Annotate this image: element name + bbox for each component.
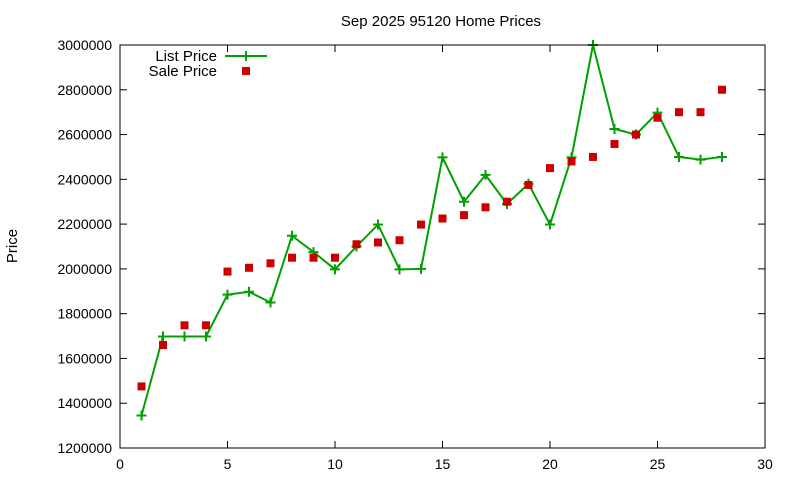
data-point-square bbox=[718, 85, 726, 94]
legend-label: List Price bbox=[155, 48, 217, 65]
data-point-plus bbox=[244, 286, 254, 297]
data-point-square bbox=[288, 253, 296, 262]
y-tick-label: 1800000 bbox=[57, 306, 112, 322]
data-point-square bbox=[546, 164, 554, 173]
legend-plus-swatch bbox=[241, 51, 251, 61]
x-tick-label: 20 bbox=[542, 456, 558, 472]
data-point-square bbox=[180, 321, 189, 330]
data-point-square bbox=[610, 139, 619, 148]
data-point-plus bbox=[609, 123, 620, 134]
data-point-plus bbox=[287, 230, 297, 241]
data-point-plus bbox=[480, 169, 491, 180]
data-point-plus bbox=[394, 264, 405, 275]
data-point-plus bbox=[158, 331, 168, 342]
data-point-square bbox=[374, 238, 382, 247]
chart-title: Sep 2025 95120 Home Prices bbox=[341, 13, 541, 30]
data-point-plus bbox=[330, 264, 340, 275]
data-point-square bbox=[503, 197, 511, 206]
y-axis-label: Price bbox=[4, 229, 21, 263]
data-point-square bbox=[675, 108, 683, 117]
x-tick-label: 30 bbox=[757, 456, 773, 472]
data-point-square bbox=[481, 203, 490, 212]
series-list-price bbox=[136, 40, 727, 421]
y-tick-label: 2600000 bbox=[57, 127, 112, 143]
data-point-plus bbox=[717, 151, 727, 162]
data-point-square bbox=[460, 211, 468, 220]
x-tick-label: 15 bbox=[435, 456, 451, 472]
y-tick-label: 2800000 bbox=[57, 82, 112, 98]
y-tick-label: 2000000 bbox=[57, 261, 112, 277]
data-point-plus bbox=[222, 289, 233, 300]
data-point-square bbox=[524, 180, 533, 189]
y-tick-label: 1600000 bbox=[57, 350, 112, 366]
x-tick-label: 10 bbox=[327, 456, 343, 472]
data-point-square bbox=[696, 108, 705, 117]
data-point-plus bbox=[373, 219, 383, 230]
data-point-square bbox=[245, 263, 253, 272]
y-tick-label: 1200000 bbox=[57, 440, 112, 456]
data-point-square bbox=[159, 341, 167, 350]
data-point-square bbox=[438, 214, 447, 223]
x-tick-label: 5 bbox=[224, 456, 232, 472]
data-point-square bbox=[137, 382, 146, 391]
data-point-square bbox=[653, 113, 662, 122]
data-point-square bbox=[632, 130, 640, 139]
data-point-plus bbox=[695, 154, 706, 165]
data-point-plus bbox=[674, 151, 684, 162]
data-point-plus bbox=[136, 410, 147, 421]
y-tick-label: 3000000 bbox=[57, 37, 112, 53]
axis-ticks: 1200000 1400000 1600000 1800000 2000000 22000… bbox=[57, 37, 773, 472]
data-point-square bbox=[395, 236, 404, 245]
data-point-plus bbox=[545, 219, 555, 230]
data-point-plus bbox=[201, 331, 211, 342]
series-sale-price bbox=[137, 85, 726, 391]
data-point-square bbox=[202, 321, 210, 330]
x-tick-label: 25 bbox=[650, 456, 666, 472]
data-point-plus bbox=[265, 297, 276, 308]
data-point-square bbox=[417, 220, 425, 229]
data-point-square bbox=[352, 240, 361, 249]
data-point-square bbox=[266, 259, 275, 268]
data-point-square bbox=[567, 157, 576, 166]
x-tick-label: 0 bbox=[116, 456, 124, 472]
data-point-square bbox=[331, 253, 339, 262]
y-tick-label: 1400000 bbox=[57, 395, 112, 411]
data-point-square bbox=[223, 267, 232, 276]
legend-label: Sale Price bbox=[149, 63, 217, 80]
y-tick-label: 2200000 bbox=[57, 216, 112, 232]
data-point-square bbox=[589, 152, 597, 161]
data-point-plus bbox=[437, 152, 448, 163]
legend-square-swatch bbox=[242, 67, 250, 75]
data-point-plus bbox=[179, 331, 190, 342]
y-tick-label: 2400000 bbox=[57, 171, 112, 187]
data-point-square bbox=[309, 253, 318, 262]
series-layer bbox=[136, 40, 727, 421]
plot-frame bbox=[119, 44, 766, 449]
data-point-plus bbox=[459, 196, 469, 207]
series-line bbox=[140, 44, 723, 416]
data-point-plus bbox=[416, 263, 426, 274]
